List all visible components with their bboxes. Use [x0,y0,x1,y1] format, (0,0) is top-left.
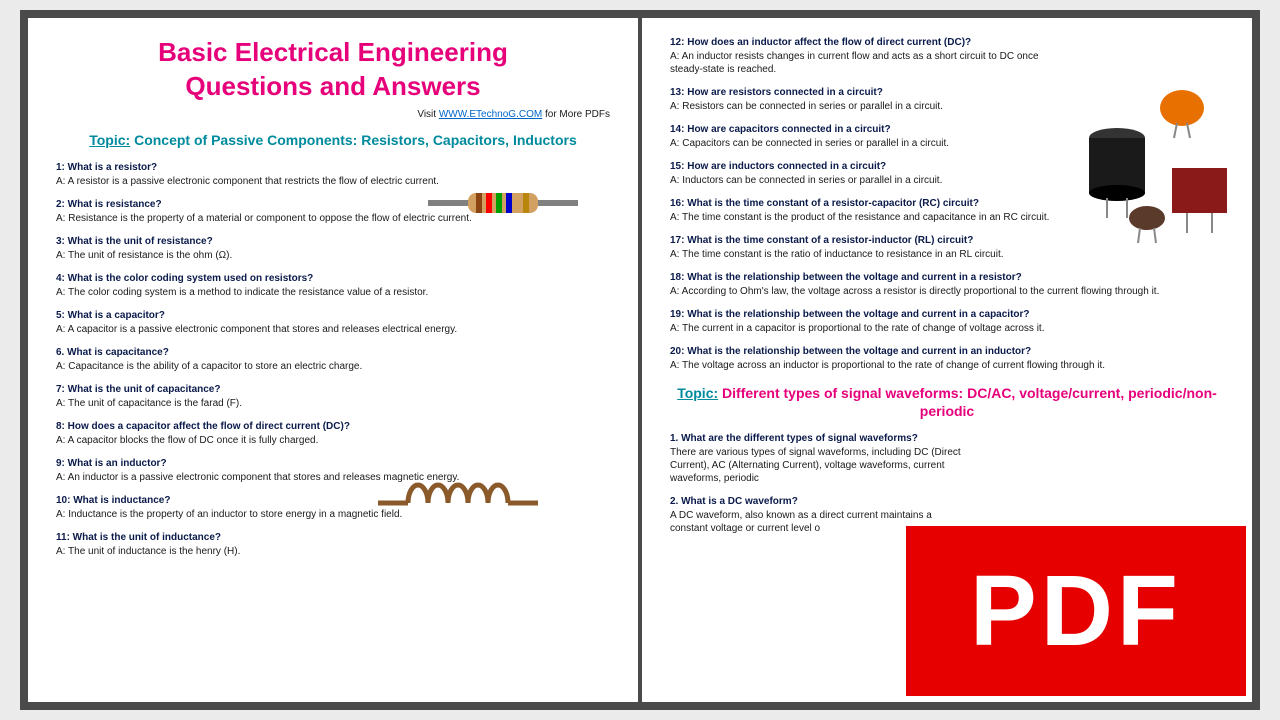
title-line2: Questions and Answers [56,70,610,104]
answer: A: Capacitors can be connected in series… [670,137,1064,150]
visit-suffix: for More PDFs [542,109,610,120]
qa-item: 8: How does a capacitor affect the flow … [56,420,610,447]
visit-line: Visit WWW.ETechnoG.COM for More PDFs [56,108,610,121]
topic1: Topic: Concept of Passive Components: Re… [56,131,610,149]
question: 20: What is the relationship between the… [670,345,1224,358]
qa-item: 6. What is capacitance?A: Capacitance is… [56,346,610,373]
question: 2. What is a DC waveform? [670,495,964,508]
question: 13: How are resistors connected in a cir… [670,86,1064,99]
main-title: Basic Electrical Engineering Questions a… [56,36,610,104]
question: 11: What is the unit of inductance? [56,531,610,544]
qa-item: 13: How are resistors connected in a cir… [670,86,1064,113]
answer: A: The unit of inductance is the henry (… [56,545,610,558]
question: 18: What is the relationship between the… [670,271,1224,284]
capacitors-icon [1062,83,1232,253]
answer: A: Inductors can be connected in series … [670,174,1064,187]
qa-item: 18: What is the relationship between the… [670,271,1224,298]
question: 6. What is capacitance? [56,346,610,359]
answer: A: A resistor is a passive electronic co… [56,175,610,188]
topic1-label: Topic: [89,132,130,148]
title-line1: Basic Electrical Engineering [56,36,610,70]
visit-link[interactable]: WWW.ETechnoG.COM [439,109,542,120]
question: 3: What is the unit of resistance? [56,235,610,248]
pdf-viewer: Basic Electrical Engineering Questions a… [20,10,1260,710]
qa-item: 5: What is a capacitor?A: A capacitor is… [56,309,610,336]
qa-item: 19: What is the relationship between the… [670,308,1224,335]
page-left: Basic Electrical Engineering Questions a… [28,18,638,702]
answer: A: The unit of capacitance is the farad … [56,397,610,410]
topic1-text: Concept of Passive Components: Resistors… [130,132,577,148]
question: 14: How are capacitors connected in a ci… [670,123,1064,136]
qa-item: 1: What is a resistor?A: A resistor is a… [56,161,610,188]
qa-item: 1. What are the different types of signa… [670,432,964,485]
inductor-icon [378,478,538,528]
answer: A: The unit of resistance is the ohm (Ω)… [56,249,610,262]
answer: A: An inductor resists changes in curren… [670,50,1064,76]
answer: A: The current in a capacitor is proport… [670,322,1224,335]
answer: A: The color coding system is a method t… [56,286,610,299]
answer: A: According to Ohm's law, the voltage a… [670,285,1224,298]
topic2-text: Different types of signal waveforms: DC/… [718,385,1217,419]
qa-list-right2: 1. What are the different types of signa… [670,432,1224,535]
answer: A: A capacitor blocks the flow of DC onc… [56,434,610,447]
topic2-label: Topic: [677,385,718,401]
question: 12: How does an inductor affect the flow… [670,36,1064,49]
qa-item: 4: What is the color coding system used … [56,272,610,299]
question: 7: What is the unit of capacitance? [56,383,610,396]
answer: A: Capacitance is the ability of a capac… [56,360,610,373]
answer: There are various types of signal wavefo… [670,446,964,485]
topic2: Topic: Different types of signal wavefor… [670,384,1224,420]
answer: A: A capacitor is a passive electronic c… [56,323,610,336]
qa-item: 15: How are inductors connected in a cir… [670,160,1064,187]
qa-item: 3: What is the unit of resistance?A: The… [56,235,610,262]
resistor-icon [428,188,578,218]
qa-item: 11: What is the unit of inductance?A: Th… [56,531,610,558]
qa-item: 12: How does an inductor affect the flow… [670,36,1064,76]
question: 8: How does a capacitor affect the flow … [56,420,610,433]
pdf-label: PDF [970,554,1182,669]
qa-item: 7: What is the unit of capacitance?A: Th… [56,383,610,410]
question: 19: What is the relationship between the… [670,308,1224,321]
pdf-badge: PDF [906,526,1246,696]
qa-item: 20: What is the relationship between the… [670,345,1224,372]
answer: A: Resistors can be connected in series … [670,100,1064,113]
question: 1. What are the different types of signa… [670,432,964,445]
question: 4: What is the color coding system used … [56,272,610,285]
question: 1: What is a resistor? [56,161,610,174]
qa-item: 14: How are capacitors connected in a ci… [670,123,1064,150]
question: 15: How are inductors connected in a cir… [670,160,1064,173]
visit-prefix: Visit [417,109,439,120]
question: 5: What is a capacitor? [56,309,610,322]
question: 9: What is an inductor? [56,457,610,470]
answer: A: The voltage across an inductor is pro… [670,359,1224,372]
